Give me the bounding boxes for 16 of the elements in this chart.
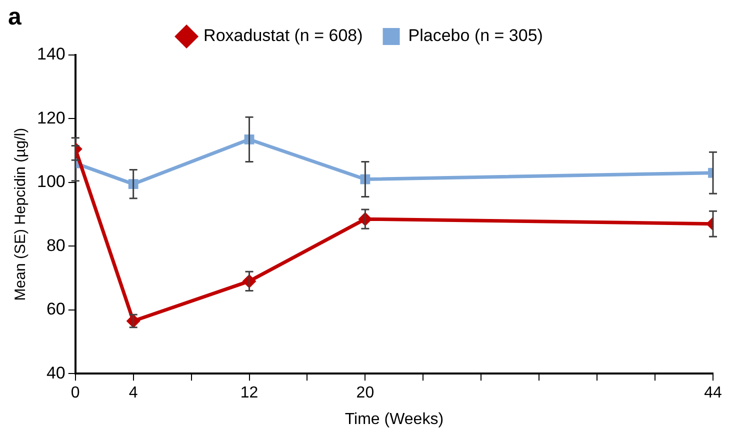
x-tick-label: 0 (70, 384, 80, 402)
y-tick-label: 80 (46, 236, 66, 255)
x-tick-label: 20 (356, 384, 374, 402)
x-tick-label: 4 (128, 384, 138, 402)
y-tick-label: 120 (36, 108, 66, 128)
y-tick-label: 100 (36, 172, 66, 192)
legend-label: Placebo (n = 305) (408, 26, 543, 46)
x-tick-label: 44 (704, 384, 722, 402)
x-tick-label: 12 (240, 384, 258, 402)
y-tick-label: 140 (36, 44, 66, 64)
text: a (8, 4, 22, 31)
y-axis-title: Mean (SE) Hepcidin (µg/l) (12, 128, 30, 301)
legend-label: Roxadustat (n = 608) (204, 26, 363, 46)
y-tick-label: 60 (46, 300, 66, 319)
x-axis-title: Time (Weeks) (344, 410, 444, 428)
y-tick-label: 40 (46, 363, 66, 382)
